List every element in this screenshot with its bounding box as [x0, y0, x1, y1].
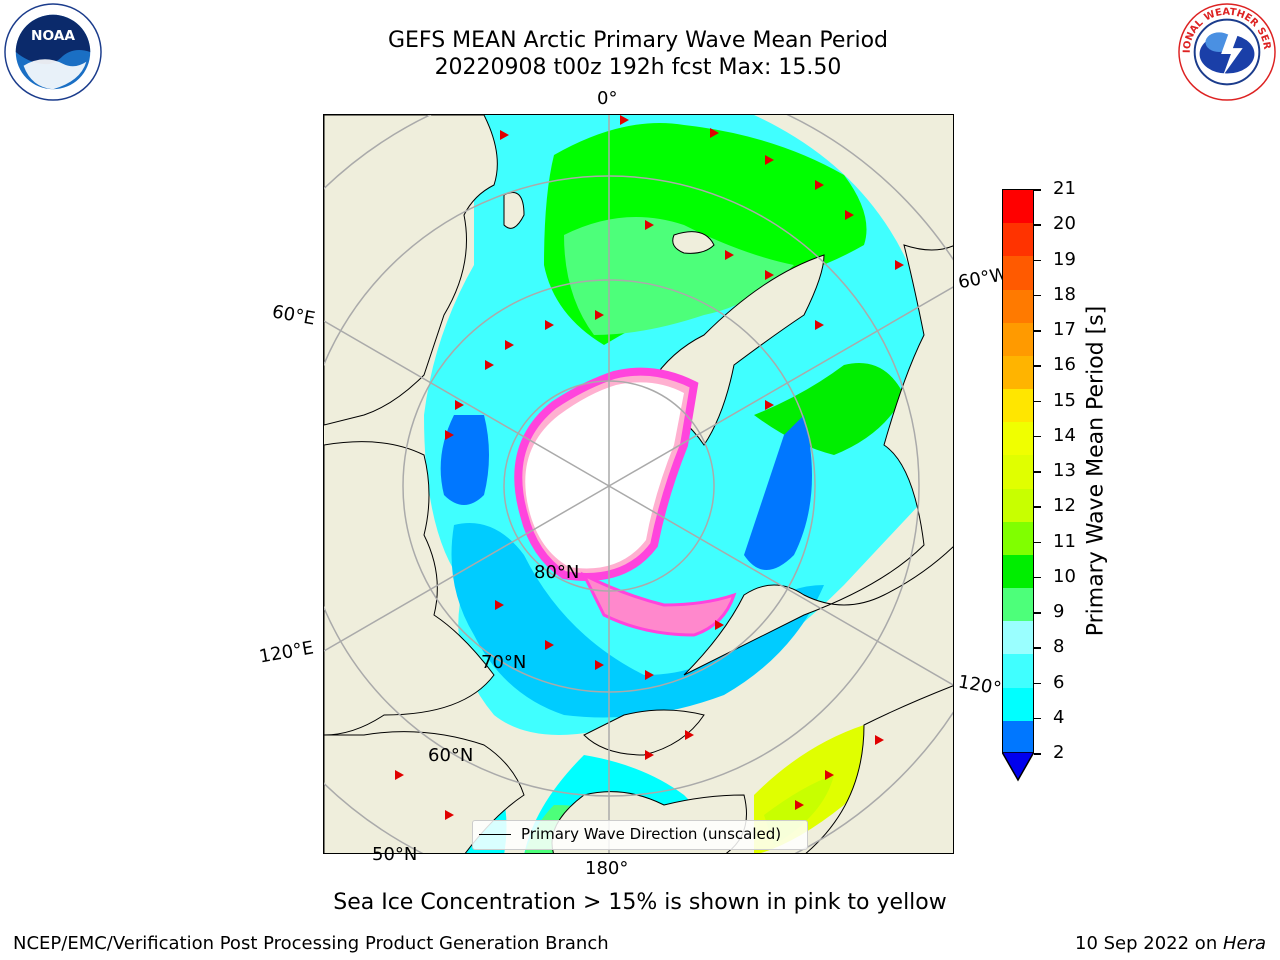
- lon-label-180: 180°: [585, 858, 629, 879]
- map-legend: Primary Wave Direction (unscaled): [472, 820, 808, 850]
- footer-date-text: 10 Sep 2022 on: [1075, 933, 1223, 954]
- colorbar-tick-mark: [1034, 717, 1041, 720]
- polar-map-canvas: [324, 115, 953, 853]
- colorbar-tick-label: 10: [1053, 565, 1076, 587]
- colorbar-tick-mark: [1034, 189, 1041, 191]
- colorbar-under-arrow: [1002, 752, 1034, 782]
- colorbar-segment: [1003, 621, 1033, 655]
- colorbar-segment: [1003, 190, 1033, 224]
- colorbar-tick-label: 8: [1053, 636, 1065, 658]
- map-subtitle-forecast: 20220908 t00z 192h fcst Max: 15.50: [434, 55, 842, 80]
- sea-ice-note: Sea Ice Concentration > 15% is shown in …: [333, 890, 947, 915]
- colorbar-tick-mark: [1034, 576, 1041, 579]
- colorbar-tick-mark: [1034, 471, 1041, 473]
- colorbar-segment: [1003, 355, 1033, 390]
- colorbar: [1002, 189, 1034, 755]
- colorbar-segment: [1003, 687, 1033, 722]
- colorbar-segment: [1003, 289, 1033, 324]
- colorbar-segment: [1003, 488, 1033, 523]
- colorbar-segment: [1003, 322, 1033, 357]
- colorbar-tick-mark: [1034, 400, 1041, 402]
- colorbar-tick-mark: [1034, 541, 1041, 543]
- lon-label-0: 0°: [597, 88, 618, 109]
- lon-label-120w: 120°: [956, 671, 1003, 700]
- colorbar-tick-label: 16: [1053, 354, 1076, 376]
- noaa-logo: NOAA: [4, 3, 102, 101]
- polar-map: Primary Wave Direction (unscaled): [323, 114, 954, 854]
- map-title: GEFS MEAN Arctic Primary Wave Mean Perio…: [387, 28, 888, 53]
- legend-label: Primary Wave Direction (unscaled): [521, 825, 782, 843]
- colorbar-tick-label: 13: [1053, 460, 1076, 481]
- colorbar-tick-label: 15: [1053, 389, 1076, 411]
- colorbar-tick-mark: [1034, 612, 1041, 614]
- colorbar-label: Primary Wave Mean Period [s]: [1083, 305, 1109, 637]
- colorbar-tick-mark: [1034, 506, 1041, 508]
- colorbar-segment: [1003, 554, 1033, 589]
- colorbar-tick-mark: [1034, 647, 1041, 649]
- colorbar-segment: [1003, 389, 1033, 423]
- colorbar-segment: [1003, 521, 1033, 556]
- colorbar-tick-label: 6: [1053, 671, 1065, 693]
- colorbar-tick-label: 20: [1053, 213, 1076, 235]
- colorbar-tick-mark: [1034, 753, 1041, 755]
- lat-label-60n: 60°N: [428, 745, 474, 766]
- colorbar-tick-mark: [1034, 224, 1041, 226]
- noaa-logo-text: NOAA: [31, 28, 75, 44]
- colorbar-tick-label: 11: [1053, 530, 1076, 552]
- lon-label-120e: 120°E: [257, 637, 316, 668]
- colorbar-tick-mark: [1034, 259, 1041, 261]
- wave-direction-arrows: [395, 115, 904, 820]
- colorbar-tick-label: 4: [1053, 706, 1065, 728]
- sea-ice: [514, 367, 737, 637]
- colorbar-tick-label: 18: [1053, 283, 1076, 305]
- colorbar-tick-label: 9: [1053, 601, 1065, 622]
- lat-label-80n: 80°N: [534, 562, 580, 583]
- colorbar-tick-mark: [1034, 330, 1041, 332]
- colorbar-segment: [1003, 455, 1033, 490]
- nws-logo: NATIONAL WEATHER SERVICE: [1178, 3, 1276, 101]
- colorbar-segment: [1003, 588, 1033, 622]
- colorbar-tick-label: 14: [1053, 424, 1076, 446]
- lon-label-60e: 60°E: [270, 301, 317, 330]
- legend-line-swatch: [479, 834, 511, 835]
- graticule: [324, 115, 953, 853]
- lat-label-50n: 50°N: [372, 844, 418, 865]
- colorbar-segment: [1003, 422, 1033, 456]
- footer-machine: Hera: [1222, 933, 1266, 954]
- colorbar-segment: [1003, 223, 1033, 257]
- colorbar-tick-label: 21: [1053, 178, 1076, 199]
- colorbar-tick-mark: [1034, 365, 1041, 367]
- colorbar-tick-mark: [1034, 682, 1041, 684]
- footer-date: 10 Sep 2022 on Hera: [1075, 933, 1266, 954]
- colorbar-tick-label: 12: [1053, 495, 1076, 517]
- colorbar-segment: [1003, 256, 1033, 291]
- colorbar-tick-label: 19: [1053, 248, 1076, 270]
- colorbar-tick-label: 17: [1053, 319, 1076, 340]
- colorbar-tick-label: 2: [1053, 742, 1065, 763]
- lat-label-70n: 70°N: [481, 652, 527, 673]
- colorbar-tick-mark: [1034, 294, 1041, 297]
- colorbar-segment: [1003, 720, 1033, 755]
- colorbar-segment: [1003, 654, 1033, 689]
- footer-branch: NCEP/EMC/Verification Post Processing Pr…: [13, 933, 609, 954]
- colorbar-tick-mark: [1034, 435, 1041, 438]
